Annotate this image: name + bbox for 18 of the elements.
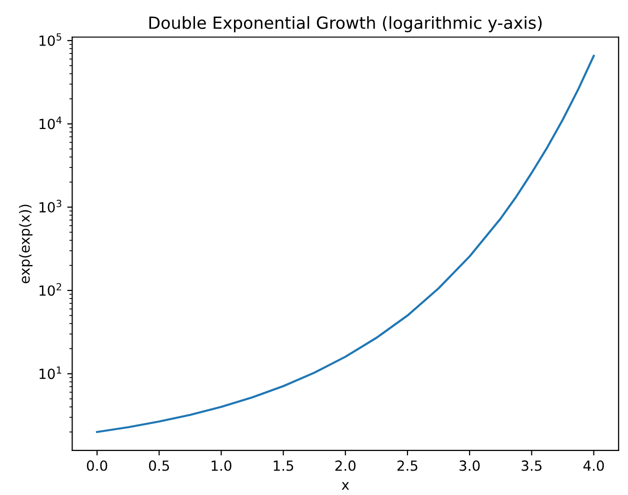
x-tick-label: 0.5 — [149, 460, 169, 471]
x-tick-label: 3.0 — [460, 460, 480, 471]
x-tick-label: 2.0 — [335, 460, 356, 471]
y-tick-label: 10$^{1}$ — [40, 366, 62, 380]
x-tick-label: 0.0 — [86, 460, 108, 471]
x-tick-label: 1.0 — [212, 460, 232, 471]
x-axis-title: x — [342, 482, 350, 490]
y-tick-label: 10$^{4}$ — [40, 116, 62, 130]
line-series — [96, 54, 595, 434]
chart-title: Double Exponential Growth (logarithmic y-axis) — [149, 16, 542, 32]
x-tick-label: 4.0 — [583, 460, 604, 471]
y-tick-label: 10$^{5}$ — [40, 33, 62, 46]
y-axis-title: exp(exp(x)) — [19, 204, 32, 284]
x-tick-label: 1.5 — [274, 460, 294, 471]
y-tick-label: 10$^{3}$ — [40, 200, 62, 213]
x-tick-label: 3.5 — [522, 460, 542, 471]
x-tick-label: 2.5 — [397, 460, 418, 471]
y-tick-label: 10$^{2}$ — [40, 283, 62, 296]
